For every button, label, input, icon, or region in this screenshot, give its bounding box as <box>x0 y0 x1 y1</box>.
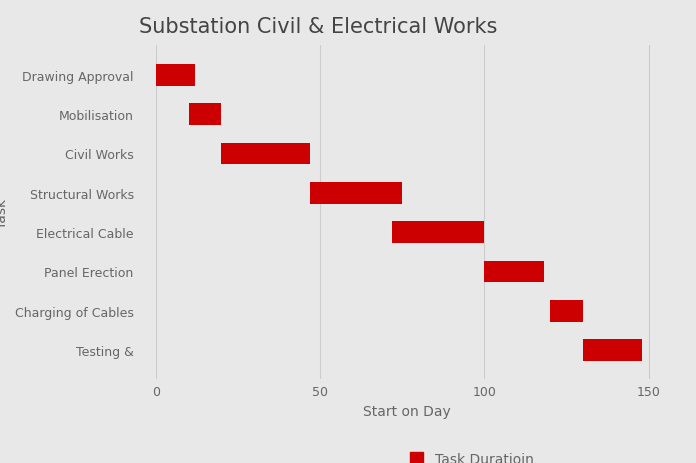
Bar <box>550 300 583 322</box>
Bar <box>156 261 484 282</box>
Bar <box>310 182 402 204</box>
Bar <box>156 104 189 126</box>
Legend: Task Duratioin: Task Duratioin <box>409 452 533 463</box>
Bar <box>156 182 310 204</box>
Bar <box>393 222 484 244</box>
Bar <box>156 144 221 165</box>
Bar <box>583 339 642 361</box>
Bar <box>156 222 393 244</box>
Bar <box>221 144 310 165</box>
Y-axis label: Task: Task <box>0 198 9 228</box>
Bar <box>156 65 195 87</box>
Text: Substation Civil & Electrical Works: Substation Civil & Electrical Works <box>139 17 498 37</box>
X-axis label: Start on Day: Start on Day <box>363 404 451 418</box>
Bar <box>189 104 221 126</box>
Bar <box>156 300 550 322</box>
Bar <box>156 339 583 361</box>
Bar <box>484 261 544 282</box>
